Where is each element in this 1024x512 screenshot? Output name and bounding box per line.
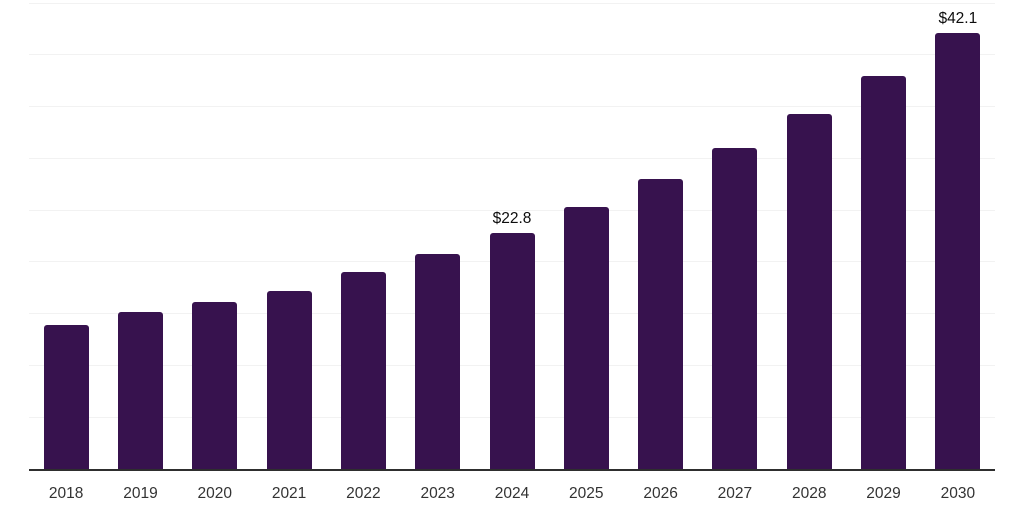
bar-2027[interactable] (712, 147, 758, 469)
x-tick-2025: 2025 (569, 485, 604, 502)
bar-2018[interactable] (43, 325, 89, 469)
bar-2019[interactable] (117, 311, 163, 469)
x-tick-2023: 2023 (420, 485, 455, 502)
gridline (29, 2, 995, 4)
data-label-2030: $42.1 (938, 10, 978, 28)
bar-2020[interactable] (192, 302, 238, 469)
x-tick-2026: 2026 (643, 485, 678, 502)
x-tick-2020: 2020 (197, 485, 233, 502)
bar-2030[interactable] (935, 33, 981, 469)
bar-2023[interactable] (415, 253, 461, 469)
bar-2021[interactable] (266, 290, 312, 469)
bar-2029[interactable] (861, 75, 907, 469)
data-label-2024: $22.8 (492, 209, 532, 227)
x-axis-tick-labels: 2018 2019 2020 2021 2022 2023 2024 2025 2026 2027… (29, 484, 995, 504)
bar-2028[interactable] (786, 113, 832, 469)
x-tick-2028: 2028 (791, 485, 827, 502)
bar-2022[interactable] (340, 272, 386, 469)
x-tick-2024: 2024 (494, 485, 530, 502)
x-tick-2029: 2029 (866, 485, 901, 502)
x-tick-2030: 2030 (940, 485, 976, 502)
bar-2026[interactable] (638, 179, 684, 469)
x-tick-2022: 2022 (346, 485, 381, 502)
gridline (29, 209, 995, 211)
bar-2024[interactable] (489, 232, 535, 469)
plot-area: $22.8 $42.1 (29, 2, 995, 471)
gridline (29, 157, 995, 159)
x-tick-2027: 2027 (717, 485, 753, 502)
bar-2025[interactable] (563, 207, 609, 469)
gridline (29, 54, 995, 56)
x-tick-2021: 2021 (271, 485, 307, 502)
x-tick-2019: 2019 (123, 485, 158, 502)
x-tick-2018: 2018 (48, 485, 84, 502)
gridline (29, 106, 995, 108)
